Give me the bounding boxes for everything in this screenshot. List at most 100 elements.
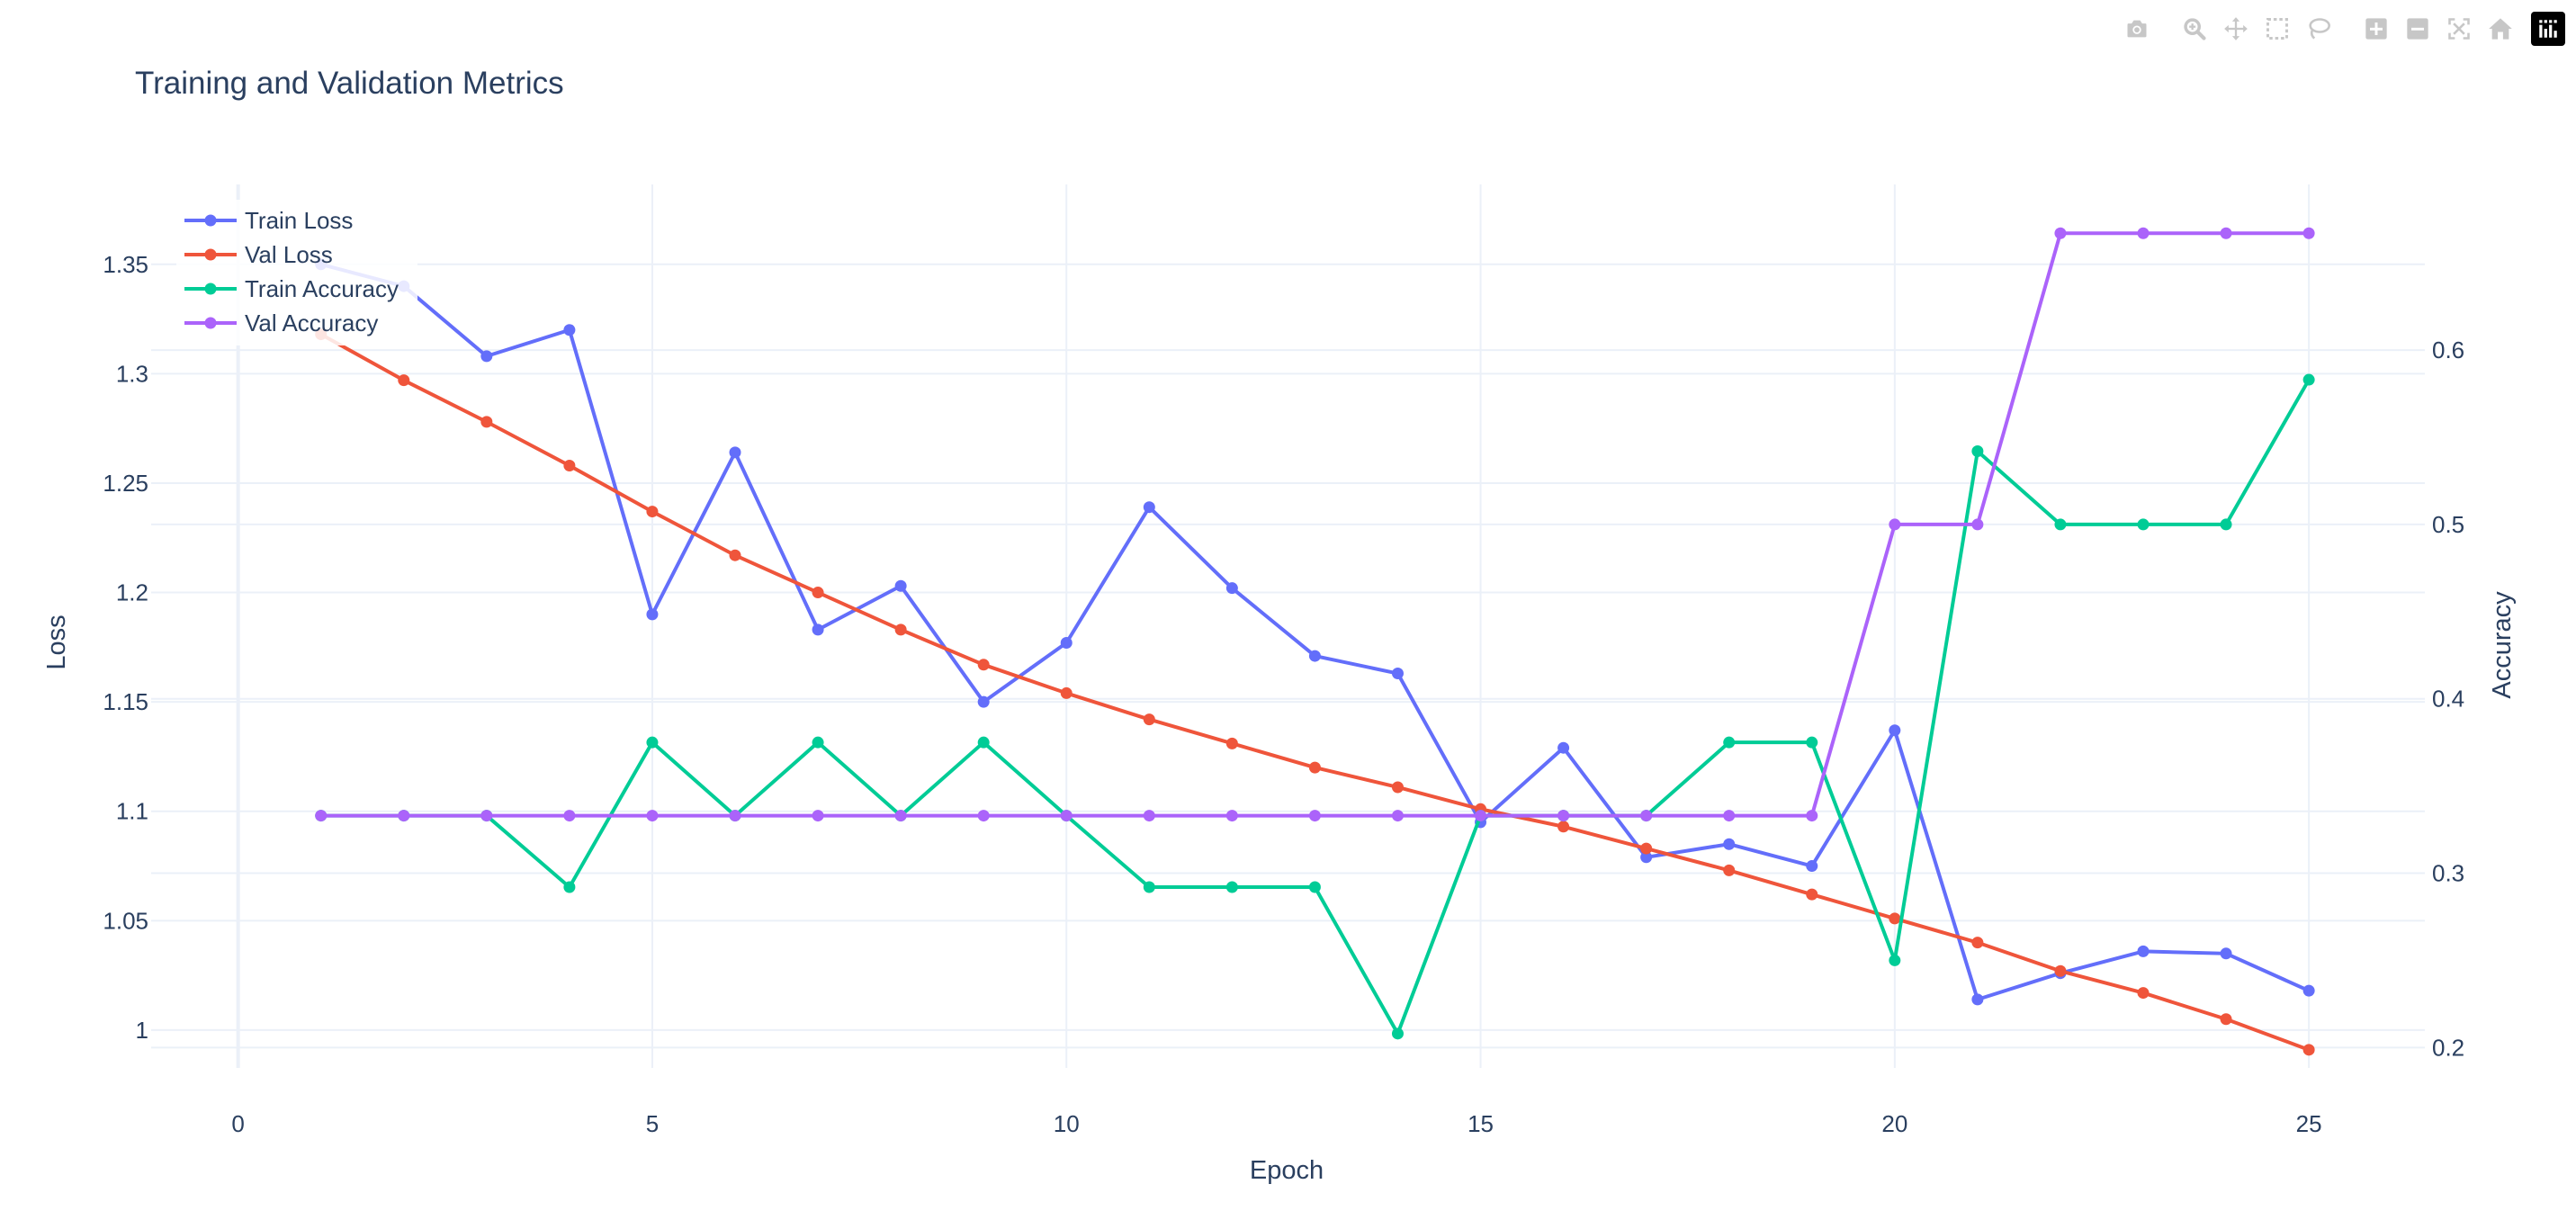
data-point[interactable] xyxy=(563,459,576,471)
data-point[interactable] xyxy=(1806,736,1818,749)
data-point[interactable] xyxy=(1640,842,1653,855)
data-point[interactable] xyxy=(1308,881,1321,893)
legend[interactable]: Train Loss Val Loss Train Accuracy Val Accu… xyxy=(176,200,417,345)
data-point[interactable] xyxy=(729,549,741,561)
data-point[interactable] xyxy=(1225,810,1238,822)
data-point[interactable] xyxy=(2054,964,2067,977)
data-point[interactable] xyxy=(646,506,659,518)
data-point[interactable] xyxy=(1723,736,1736,749)
data-point[interactable] xyxy=(977,659,990,671)
data-point[interactable] xyxy=(977,810,990,822)
data-point[interactable] xyxy=(2137,987,2150,1000)
data-point[interactable] xyxy=(1143,810,1155,822)
data-point[interactable] xyxy=(812,810,824,822)
data-point[interactable] xyxy=(2220,1013,2232,1026)
data-point[interactable] xyxy=(563,324,576,336)
data-point[interactable] xyxy=(2220,227,2232,239)
data-point[interactable] xyxy=(894,579,907,592)
data-point[interactable] xyxy=(480,810,493,822)
plotly-logo-icon[interactable] xyxy=(2531,12,2565,46)
legend-item[interactable]: Val Accuracy xyxy=(184,309,378,336)
data-point[interactable] xyxy=(977,695,990,708)
data-point[interactable] xyxy=(2302,984,2315,997)
data-point[interactable] xyxy=(398,374,410,387)
data-point[interactable] xyxy=(729,810,741,822)
data-point[interactable] xyxy=(1806,860,1818,873)
data-point[interactable] xyxy=(1889,954,1901,966)
data-point[interactable] xyxy=(1557,741,1570,754)
data-point[interactable] xyxy=(1889,518,1901,531)
data-point[interactable] xyxy=(2054,518,2067,531)
data-point[interactable] xyxy=(1308,650,1321,662)
data-point[interactable] xyxy=(2137,945,2150,957)
data-point[interactable] xyxy=(646,608,659,621)
data-point[interactable] xyxy=(563,881,576,893)
autoscale-button[interactable] xyxy=(2441,11,2477,47)
series-train-accuracy[interactable] xyxy=(315,373,2315,1040)
data-point[interactable] xyxy=(1225,737,1238,749)
zoom-button[interactable] xyxy=(2177,11,2212,47)
data-point[interactable] xyxy=(1391,668,1404,680)
reset-axes-button[interactable] xyxy=(2482,11,2518,47)
data-point[interactable] xyxy=(2137,227,2150,239)
data-point[interactable] xyxy=(1391,781,1404,794)
data-point[interactable] xyxy=(1060,636,1073,649)
data-point[interactable] xyxy=(1723,810,1736,822)
data-point[interactable] xyxy=(1557,810,1570,822)
data-point[interactable] xyxy=(1475,810,1487,822)
data-point[interactable] xyxy=(1971,445,1984,458)
data-point[interactable] xyxy=(646,810,659,822)
data-point[interactable] xyxy=(894,623,907,636)
series-train-loss[interactable] xyxy=(315,258,2315,1006)
data-point[interactable] xyxy=(1308,810,1321,822)
data-point[interactable] xyxy=(1889,912,1901,925)
data-point[interactable] xyxy=(1060,686,1073,699)
data-point[interactable] xyxy=(1391,1027,1404,1040)
data-point[interactable] xyxy=(1060,810,1073,822)
data-point[interactable] xyxy=(2220,947,2232,960)
legend-item[interactable]: Val Loss xyxy=(184,241,333,268)
data-point[interactable] xyxy=(1889,724,1901,737)
data-point[interactable] xyxy=(480,416,493,428)
legend-item[interactable]: Train Accuracy xyxy=(184,275,399,302)
data-point[interactable] xyxy=(315,810,328,822)
box-select-button[interactable] xyxy=(2259,11,2295,47)
data-point[interactable] xyxy=(2302,373,2315,386)
download-png-button[interactable] xyxy=(2119,11,2155,47)
data-point[interactable] xyxy=(563,810,576,822)
lasso-select-button[interactable] xyxy=(2301,11,2337,47)
data-point[interactable] xyxy=(2054,227,2067,239)
series-val-accuracy[interactable] xyxy=(315,227,2315,822)
data-point[interactable] xyxy=(977,736,990,749)
data-point[interactable] xyxy=(1225,881,1238,893)
legend-item[interactable]: Train Loss xyxy=(184,207,353,234)
data-point[interactable] xyxy=(812,623,824,636)
data-point[interactable] xyxy=(480,350,493,363)
data-point[interactable] xyxy=(1971,518,1984,531)
data-point[interactable] xyxy=(2302,227,2315,239)
data-point[interactable] xyxy=(1391,810,1404,822)
data-point[interactable] xyxy=(1308,761,1321,774)
series-val-loss[interactable] xyxy=(315,328,2315,1056)
data-point[interactable] xyxy=(1806,888,1818,901)
zoom-out-button[interactable] xyxy=(2400,11,2436,47)
pan-button[interactable] xyxy=(2218,11,2254,47)
data-point[interactable] xyxy=(1143,881,1155,893)
data-point[interactable] xyxy=(1640,810,1653,822)
data-point[interactable] xyxy=(1143,713,1155,726)
data-point[interactable] xyxy=(894,810,907,822)
data-point[interactable] xyxy=(398,810,410,822)
data-point[interactable] xyxy=(1971,937,1984,949)
data-point[interactable] xyxy=(2302,1044,2315,1056)
data-point[interactable] xyxy=(1806,810,1818,822)
data-point[interactable] xyxy=(1723,838,1736,850)
zoom-in-button[interactable] xyxy=(2358,11,2394,47)
data-point[interactable] xyxy=(2137,518,2150,531)
data-point[interactable] xyxy=(1640,851,1653,864)
data-point[interactable] xyxy=(2220,518,2232,531)
data-point[interactable] xyxy=(1557,821,1570,833)
data-point[interactable] xyxy=(1143,501,1155,514)
data-point[interactable] xyxy=(646,736,659,749)
data-point[interactable] xyxy=(1971,993,1984,1006)
data-point[interactable] xyxy=(1225,582,1238,595)
